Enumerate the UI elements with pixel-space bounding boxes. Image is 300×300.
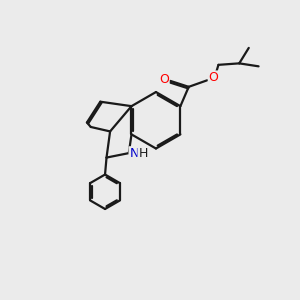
Text: H: H: [138, 147, 148, 160]
Text: O: O: [159, 73, 169, 86]
Text: O: O: [209, 71, 219, 84]
Text: N: N: [130, 147, 139, 160]
